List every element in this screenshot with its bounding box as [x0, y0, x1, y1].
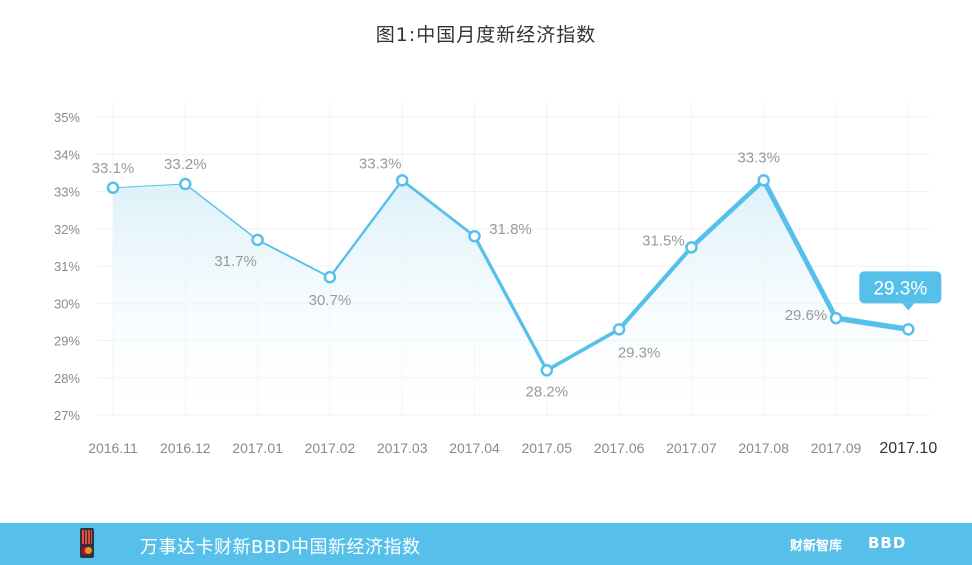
series-line-segment — [328, 179, 404, 279]
x-tick-label: 2017.06 — [594, 440, 645, 456]
x-tick-label: 2017.08 — [738, 440, 789, 456]
x-tick-label: 2016.12 — [160, 440, 211, 456]
area-fill — [113, 180, 909, 415]
data-point — [179, 177, 192, 191]
data-label: 29.6% — [785, 307, 828, 324]
series-line-segment — [472, 234, 549, 372]
data-label: 31.7% — [214, 253, 257, 270]
data-point — [612, 323, 626, 336]
x-tick-label: 2017.04 — [449, 440, 500, 456]
data-label: 33.3% — [737, 149, 780, 166]
y-tick-label: 35% — [54, 110, 80, 125]
y-tick-label: 27% — [54, 408, 80, 423]
series-line-segment — [833, 315, 912, 333]
y-tick-label: 29% — [54, 334, 80, 349]
y-tick-label: 34% — [54, 147, 80, 162]
y-tick-label: 31% — [54, 259, 80, 274]
y-tick-label: 30% — [54, 296, 80, 311]
x-tick-label: 2017.10 — [879, 440, 937, 457]
data-label: 33.3% — [359, 155, 402, 172]
x-tick-label: 2017.03 — [377, 440, 428, 456]
data-point — [251, 233, 264, 247]
series-line-segment — [400, 178, 476, 238]
data-point — [902, 323, 915, 336]
y-tick-label: 32% — [54, 222, 80, 237]
data-point — [685, 241, 698, 254]
series-line-segment — [689, 178, 767, 250]
mastercard-logo — [80, 528, 94, 558]
series-line-segment — [617, 245, 694, 332]
data-label: 33.1% — [92, 160, 135, 177]
footer-bar: 万事达卡财新BBD中国新经济指数 财新智库 BBD — [0, 523, 972, 565]
data-point — [106, 181, 120, 195]
index-name: 万事达卡财新BBD中国新经济指数 — [140, 537, 421, 558]
data-point — [829, 311, 843, 325]
data-label: 29.3% — [618, 344, 661, 361]
line-chart: 33.1% 33.2% 31.7% 30.7% 33.3% 31.8% 28.2% 29.3%… — [54, 102, 942, 457]
highlight-callout: 29.3% — [859, 271, 942, 311]
x-tick-label: 2017.07 — [666, 440, 717, 456]
series-line-segment — [256, 238, 331, 279]
x-tick-label: 2017.02 — [305, 440, 356, 456]
series-line-segment — [544, 327, 621, 373]
x-tick-label: 2017.05 — [521, 440, 572, 456]
x-tick-label: 2016.11 — [88, 440, 138, 456]
data-point — [323, 270, 337, 284]
data-label: 31.5% — [642, 232, 685, 249]
highlight-label: 29.3% — [873, 278, 927, 299]
data-point — [468, 229, 481, 243]
data-point — [757, 174, 770, 187]
data-point — [540, 364, 554, 377]
bbd-logo: BBD — [868, 534, 907, 552]
chart-title: 图1:中国月度新经济指数 — [375, 24, 597, 46]
series-line-segment — [112, 183, 186, 189]
data-label: 28.2% — [526, 383, 569, 400]
x-tick-label: 2017.09 — [811, 440, 862, 456]
series-line-segment — [184, 183, 259, 241]
data-label: 33.2% — [164, 156, 207, 173]
series-line-segment — [761, 177, 839, 321]
caixin-logo: 财新智库 — [790, 539, 843, 554]
data-point — [395, 174, 409, 187]
data-label: 30.7% — [309, 292, 352, 309]
y-tick-label: 33% — [54, 185, 80, 200]
x-tick-label: 2017.01 — [232, 440, 283, 456]
data-label: 31.8% — [489, 221, 532, 238]
y-tick-label: 28% — [54, 371, 80, 386]
